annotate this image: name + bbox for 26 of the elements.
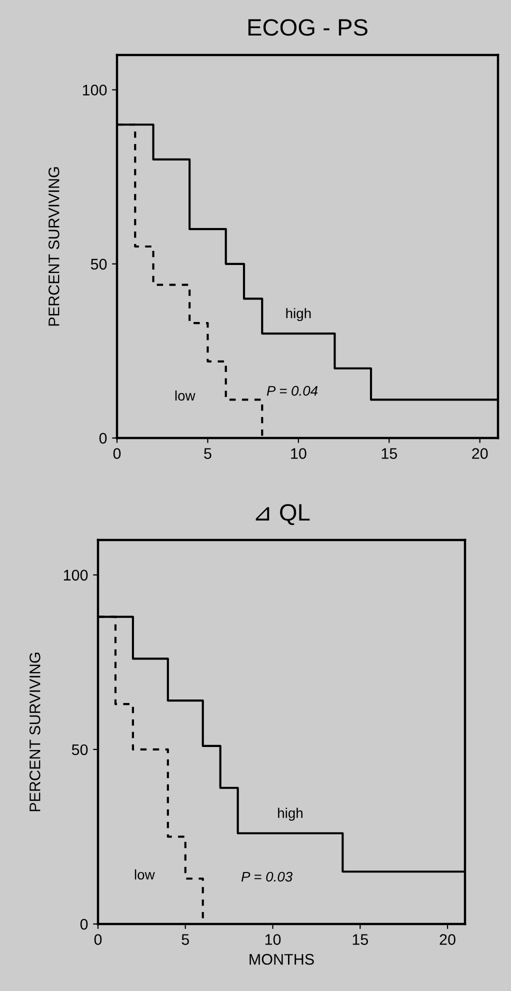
y-tick-label: 50 bbox=[90, 258, 107, 270]
annotation: P = 0.03 bbox=[241, 872, 292, 882]
x-tick-label: 15 bbox=[352, 934, 368, 945]
y-tick-label: 100 bbox=[64, 570, 88, 581]
annotation: P = 0.04 bbox=[266, 386, 318, 396]
text: low bbox=[134, 869, 155, 880]
y-axis-title: PERCENT SURVIVING bbox=[48, 167, 60, 326]
x-tick-label: 20 bbox=[440, 934, 456, 945]
x-tick-label: 20 bbox=[472, 448, 488, 459]
x-tick-label: 10 bbox=[291, 448, 306, 459]
x-tick-label: 5 bbox=[182, 934, 189, 945]
x-axis-title: MONTHS bbox=[250, 954, 314, 965]
y-axis-title: PERCENT SURVIVING bbox=[30, 652, 40, 812]
chart-title: ECOG - PS bbox=[248, 19, 368, 36]
text: low bbox=[175, 390, 196, 401]
x-tick-label: 0 bbox=[113, 448, 121, 459]
series-label: high bbox=[278, 808, 302, 821]
chart-title: ⊿ QL bbox=[256, 504, 310, 526]
x-tick-label: 15 bbox=[382, 448, 397, 459]
x-tick-label: 5 bbox=[204, 448, 212, 459]
y-tick-label: 0 bbox=[99, 432, 107, 444]
series-label: high bbox=[286, 308, 311, 322]
y-tick-label: 100 bbox=[82, 84, 107, 96]
y-tick-label: 50 bbox=[72, 744, 88, 756]
y-tick-label: 0 bbox=[80, 918, 88, 930]
x-tick-label: 10 bbox=[265, 934, 281, 945]
